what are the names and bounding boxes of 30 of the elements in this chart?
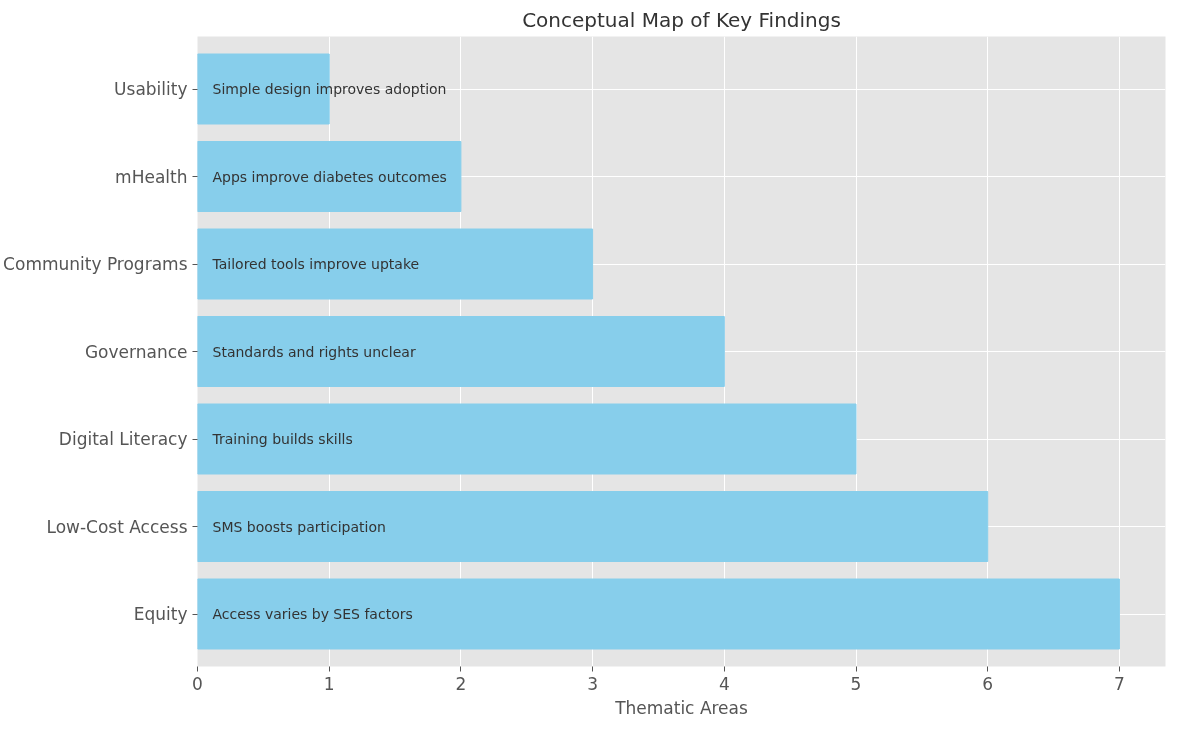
bar (197, 316, 725, 387)
y-tick-label: Community Programs (3, 254, 188, 274)
y-tick-label: Digital Literacy (58, 429, 188, 449)
x-tick-label: 0 (192, 673, 203, 694)
y-tick-label: mHealth (115, 166, 188, 187)
x-tick-label: 7 (1114, 673, 1125, 694)
y-tick-label: Governance (84, 341, 188, 362)
bar (197, 403, 857, 475)
annotation: Training builds skills (211, 431, 353, 447)
x-tick-label: 3 (587, 673, 599, 694)
annotation: Tailored tools improve uptake (211, 256, 420, 272)
chart-title: Conceptual Map of Key Findings (522, 7, 841, 32)
x-tick-label: 6 (982, 673, 994, 694)
x-tick-label: 1 (323, 673, 335, 694)
x-tick-label: 5 (850, 673, 862, 694)
annotation: Apps improve diabetes outcomes (212, 168, 447, 185)
y-tick-label: Low-Cost Access (46, 516, 188, 537)
bar (197, 228, 594, 300)
y-tick-label: Usability (114, 79, 188, 99)
bar (197, 578, 1120, 650)
bar (197, 491, 989, 562)
x-tick-label: 4 (718, 673, 730, 694)
x-axis-title: Thematic Areas (614, 697, 748, 718)
bar (197, 141, 462, 212)
annotation: Access varies by SES factors (212, 606, 413, 622)
annotation: SMS boosts participation (212, 518, 386, 535)
annotation: Simple design improves adoption (212, 81, 447, 97)
y-tick-label: Equity (133, 604, 188, 624)
x-tick-label: 2 (455, 673, 467, 694)
annotation: Standards and rights unclear (212, 343, 416, 360)
